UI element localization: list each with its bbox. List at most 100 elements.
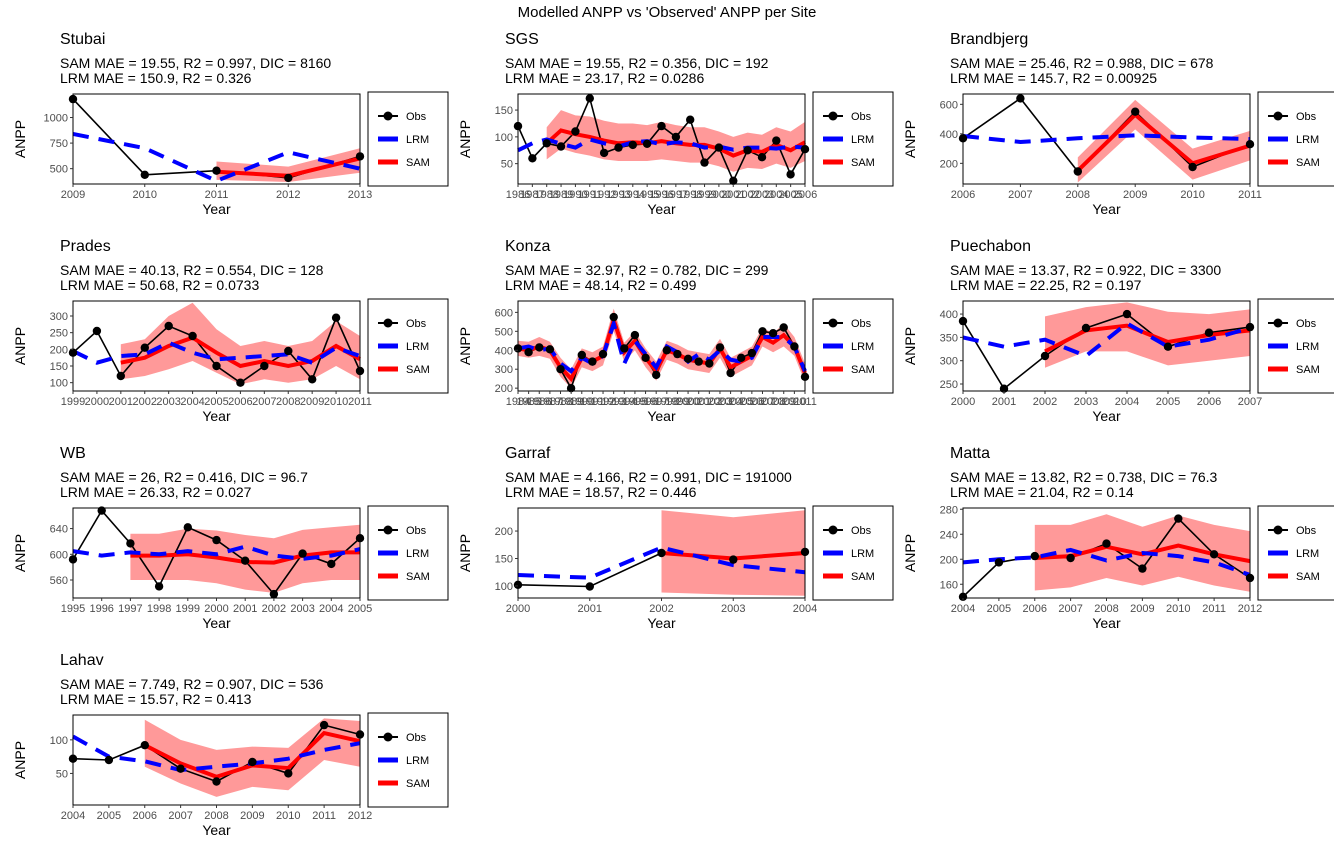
x-tick-label: 2001 (721, 189, 745, 201)
legend: Obs LRM SAM (1257, 91, 1334, 187)
legend-label: LRM (851, 134, 874, 146)
x-tick-label: 1992 (592, 189, 616, 201)
lrm-stats-label: LRM MAE = 145.7, R2 = 0.00925 (950, 70, 1157, 86)
x-tick-label: 1992 (591, 396, 615, 408)
sam-stats-label: SAM MAE = 13.37, R2 = 0.922, DIC = 3300 (950, 262, 1221, 278)
legend: Obs LRM SAM (812, 298, 894, 394)
legend: Obs LRM SAM (1257, 298, 1334, 394)
y-tick-label: 400 (940, 129, 958, 141)
obs-point (657, 121, 666, 131)
x-axis-label: Year (202, 408, 231, 424)
x-tick-label: 2008 (761, 396, 785, 408)
y-tick-label: 200 (940, 554, 958, 566)
x-tick-label: 1997 (118, 603, 142, 615)
legend-obs-point (828, 318, 838, 328)
x-tick-label: 2001 (233, 603, 257, 615)
sam-stats-label: SAM MAE = 32.97, R2 = 0.782, DIC = 299 (505, 262, 769, 278)
legend-label: Obs (1296, 525, 1317, 537)
obs-point (1081, 323, 1091, 333)
sam-uncertainty-ribbon (661, 510, 805, 596)
obs-point (298, 549, 307, 558)
x-tick-label: 2009 (771, 396, 795, 408)
x-tick-label: 1996 (89, 603, 113, 615)
x-tick-label: 2010 (276, 810, 300, 822)
x-tick-label: 2010 (324, 396, 348, 408)
x-tick-label: 2004 (718, 396, 742, 408)
sam-stats-label: SAM MAE = 7.749, R2 = 0.907, DIC = 536 (60, 676, 324, 692)
x-tick-label: 2010 (1166, 603, 1190, 615)
x-tick-label: 1993 (606, 189, 630, 201)
y-tick-label: 500 (495, 326, 513, 338)
y-tick-label: 600 (940, 99, 958, 111)
obs-point (726, 368, 735, 378)
x-axis-label: Year (202, 822, 231, 838)
obs-point (140, 170, 149, 179)
y-tick-label: 150 (50, 361, 68, 373)
obs-point (577, 350, 586, 360)
x-tick-label: 2011 (793, 396, 817, 408)
x-tick-label: 2001 (992, 396, 1016, 408)
legend-label: SAM (1296, 157, 1320, 169)
obs-point (241, 556, 250, 565)
x-tick-label: 2008 (1094, 603, 1118, 615)
y-tick-label: 250 (50, 328, 68, 340)
obs-point (779, 323, 788, 332)
legend-obs-point (828, 111, 838, 121)
obs-point (628, 140, 637, 150)
y-axis-label: ANPP (12, 327, 28, 365)
sam-uncertainty-ribbon (518, 308, 805, 389)
obs-point (556, 365, 565, 374)
x-tick-label: 2005 (97, 810, 121, 822)
obs-point (545, 345, 555, 354)
x-tick-label: 2006 (793, 189, 817, 201)
panel-puechabon: Puechabon SAM MAE = 13.37, R2 = 0.922, DI… (902, 238, 1334, 424)
obs-point (641, 353, 650, 362)
legend-obs-point (383, 318, 393, 328)
x-tick-label: 2011 (1202, 603, 1226, 615)
panel-konza: Konza SAM MAE = 32.97, R2 = 0.782, DIC = … (457, 238, 894, 424)
legend-label: Obs (851, 525, 872, 537)
x-tick-label: 2001 (686, 396, 710, 408)
y-tick-label: 150 (495, 553, 513, 565)
x-tick-label: 1995 (635, 189, 659, 201)
obs-point (212, 361, 221, 371)
x-tick-label: 2000 (506, 603, 530, 615)
legend-label: LRM (851, 341, 874, 353)
y-tick-label: 350 (940, 332, 958, 344)
x-tick-label: 1998 (655, 396, 679, 408)
lrm-line (962, 133, 1251, 145)
lrm-stats-label: LRM MAE = 22.25, R2 = 0.197 (950, 277, 1142, 293)
obs-point (652, 370, 661, 380)
obs-point (126, 539, 135, 548)
y-axis-label: ANPP (12, 534, 28, 572)
obs-point (747, 348, 757, 358)
x-tick-label: 1988 (534, 189, 558, 201)
obs-point (757, 153, 767, 162)
legend: Obs LRM SAM (812, 505, 894, 601)
panel-title: Prades (60, 238, 111, 255)
x-tick-label: 2011 (205, 189, 229, 201)
sam-line (1076, 111, 1251, 173)
obs-point (212, 166, 221, 175)
x-tick-label: 1994 (621, 189, 645, 201)
legend-label: SAM (406, 778, 430, 790)
lrm-stats-label: LRM MAE = 150.9, R2 = 0.326 (60, 70, 252, 86)
obs-point (236, 378, 245, 387)
legend: Obs LRM SAM (1257, 505, 1334, 601)
legend-obs-point (383, 111, 393, 121)
legend-label: Obs (851, 318, 872, 330)
obs-point (116, 371, 126, 381)
plot-frame (962, 93, 1251, 185)
sam-stats-label: SAM MAE = 40.13, R2 = 0.554, DIC = 128 (60, 262, 324, 278)
legend-label: Obs (406, 525, 427, 537)
obs-point (700, 158, 709, 167)
x-tick-label: 1991 (578, 189, 602, 201)
panel-title: Matta (950, 445, 990, 462)
x-tick-label: 2004 (951, 603, 975, 615)
obs-point (556, 142, 566, 151)
y-tick-label: 50 (501, 159, 513, 171)
panel-sgs: SGS SAM MAE = 19.55, R2 = 0.356, DIC = 19… (457, 31, 894, 217)
x-tick-label: 2002 (649, 603, 673, 615)
panel-garraf: Garraf SAM MAE = 4.166, R2 = 0.991, DIC =… (457, 445, 894, 631)
obs-point (1040, 351, 1050, 361)
